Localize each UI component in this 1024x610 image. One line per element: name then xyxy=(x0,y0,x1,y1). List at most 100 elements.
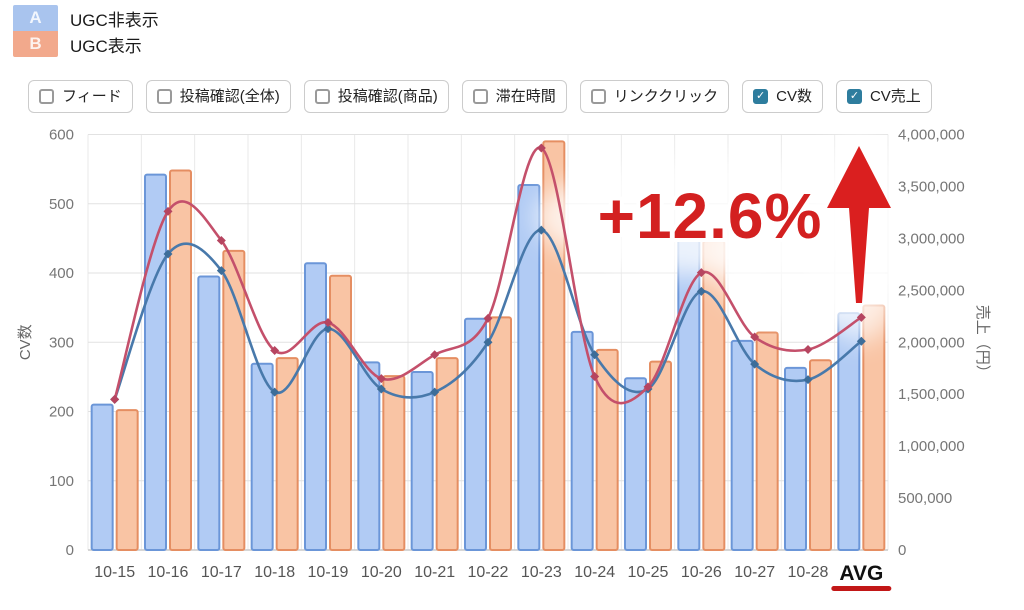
x-label-10-23: 10-23 xyxy=(521,564,562,581)
bar-ugc-hidden-10-21[interactable] xyxy=(410,371,434,551)
bar-ugc-hidden-10-27[interactable] xyxy=(730,339,754,551)
filter-label: CV数 xyxy=(776,88,812,105)
line-marker-10-18[interactable] xyxy=(270,387,280,397)
filter-feed-button[interactable]: フィード xyxy=(28,80,133,113)
legend-item-ugc-shown: B UGC表示 xyxy=(13,31,159,57)
right-axis-title: 売上（円） xyxy=(974,305,991,380)
series-b-swatch: B xyxy=(13,31,58,57)
checkbox-icon xyxy=(39,89,54,104)
bar-ugc-hidden-10-22[interactable] xyxy=(464,317,487,551)
x-label-10-26: 10-26 xyxy=(681,564,722,581)
checkbox-icon xyxy=(753,89,769,104)
filter-label: フィード xyxy=(62,88,122,105)
bar-ugc-shown-10-22[interactable] xyxy=(489,316,512,551)
line-marker-AVG[interactable] xyxy=(856,312,866,322)
filter-link-click-button[interactable]: リンククリック xyxy=(579,80,730,113)
filter-cv-count-button[interactable]: CV数 xyxy=(742,80,823,113)
filter-post-check-product-button[interactable]: 投稿確認(商品) xyxy=(303,80,449,113)
bar-ugc-hidden-10-16[interactable] xyxy=(144,173,167,551)
line-marker-10-19[interactable] xyxy=(323,324,333,334)
bar-ugc-shown-10-21[interactable] xyxy=(435,357,459,551)
filter-stay-time-button[interactable]: 滞在時間 xyxy=(461,80,567,113)
bar-ugc-shown-10-16[interactable] xyxy=(169,169,192,551)
bar-ugc-shown-10-20[interactable] xyxy=(382,375,406,551)
x-label-10-24: 10-24 xyxy=(574,564,615,581)
bar-ugc-shown-10-17[interactable] xyxy=(222,249,246,551)
bar-ugc-shown-10-15[interactable] xyxy=(115,409,139,551)
left-tick-label: 300 xyxy=(49,334,74,351)
bar-ugc-shown-10-18[interactable] xyxy=(275,357,299,551)
bar-ugc-hidden-10-23[interactable] xyxy=(517,184,541,552)
bar-ugc-hidden-10-20[interactable] xyxy=(357,361,381,551)
line-marker-10-23[interactable] xyxy=(536,225,546,235)
checkbox-icon xyxy=(156,89,172,104)
filter-cv-sales-button[interactable]: CV売上 xyxy=(835,80,932,113)
right-tick-label: 4,000,000 xyxy=(898,127,965,144)
left-tick-label: 0 xyxy=(66,542,74,559)
line-marker-10-24[interactable] xyxy=(590,372,600,382)
filter-label: CV売上 xyxy=(869,88,921,105)
line-marker-10-28[interactable] xyxy=(803,345,813,355)
bar-ugc-hidden-10-25[interactable] xyxy=(624,377,647,552)
line-marker-10-22[interactable] xyxy=(483,337,493,347)
right-tick-label: 500,000 xyxy=(898,490,952,507)
x-label-10-18: 10-18 xyxy=(254,564,295,581)
series-b-label: UGC表示 xyxy=(70,36,142,56)
bar-ugc-hidden-10-15[interactable] xyxy=(90,403,114,552)
line-marker-10-21[interactable] xyxy=(430,350,440,360)
bar-ugc-shown-10-19[interactable] xyxy=(329,274,352,552)
right-tick-label: 2,000,000 xyxy=(898,334,965,351)
filter-bar: フィード 投稿確認(全体) 投稿確認(商品) 滞在時間 リンククリック CV数 … xyxy=(28,80,932,113)
line-marker-10-28[interactable] xyxy=(803,375,813,385)
growth-annotation: +12.6% xyxy=(598,180,823,252)
line-marker-10-17[interactable] xyxy=(216,266,226,276)
line-marker-10-24[interactable] xyxy=(590,350,600,360)
line-marker-10-27[interactable] xyxy=(750,332,760,342)
bar-ugc-hidden-10-18[interactable] xyxy=(250,362,274,551)
line-marker-10-27[interactable] xyxy=(750,359,760,369)
line-marker-10-21[interactable] xyxy=(430,387,440,397)
line-marker-10-18[interactable] xyxy=(270,346,280,356)
line-marker-10-25[interactable] xyxy=(643,382,653,392)
line-marker-10-17[interactable] xyxy=(216,235,226,245)
right-tick-label: 1,500,000 xyxy=(898,386,965,403)
line-marker-10-20[interactable] xyxy=(376,384,386,394)
line-marker-10-20[interactable] xyxy=(376,374,386,384)
bar-ugc-hidden-10-17[interactable] xyxy=(197,275,221,551)
x-label-10-28: 10-28 xyxy=(788,564,829,581)
right-tick-label: 1,000,000 xyxy=(898,438,965,455)
bar-ugc-shown-10-27[interactable] xyxy=(755,331,779,551)
line-marker-10-23[interactable] xyxy=(536,143,546,153)
line-marker-10-26[interactable] xyxy=(696,286,706,296)
right-tick-label: 0 xyxy=(898,542,906,559)
series-a-swatch: A xyxy=(13,5,58,31)
bar-ugc-shown-AVG[interactable] xyxy=(862,304,886,551)
filter-post-check-all-button[interactable]: 投稿確認(全体) xyxy=(145,80,291,113)
x-label-10-21: 10-21 xyxy=(414,564,455,581)
left-tick-label: 200 xyxy=(49,404,74,421)
bar-ugc-hidden-10-19[interactable] xyxy=(304,262,327,551)
cv-combo-chart: +12.6% 0 100 200 300 400 500 600 0 500,000 1,000,0… xyxy=(17,127,991,591)
line-marker-10-22[interactable] xyxy=(483,313,493,323)
bar-ugc-hidden-10-28[interactable] xyxy=(784,366,807,551)
right-tick-label: 3,500,000 xyxy=(898,178,965,195)
bar-ugc-hidden-10-26[interactable] xyxy=(677,235,701,552)
line-marker-10-19[interactable] xyxy=(323,318,333,328)
line-marker-AVG[interactable] xyxy=(856,336,866,346)
x-label-10-17: 10-17 xyxy=(201,564,242,581)
right-tick-label: 3,000,000 xyxy=(898,230,965,247)
line-marker-10-16[interactable] xyxy=(163,206,173,216)
left-tick-label: 500 xyxy=(49,196,74,213)
line-marker-10-15[interactable] xyxy=(110,394,120,404)
line-marker-10-26[interactable] xyxy=(696,268,706,278)
line-ugc-shown-sales xyxy=(110,143,866,405)
line-marker-10-16[interactable] xyxy=(163,249,173,259)
bar-ugc-shown-10-28[interactable] xyxy=(809,359,832,551)
bar-ugc-shown-10-25[interactable] xyxy=(649,360,672,551)
x-label-10-16: 10-16 xyxy=(148,564,189,581)
checkbox-icon xyxy=(314,89,330,104)
bar-ugc-hidden-AVG[interactable] xyxy=(837,312,861,551)
line-path xyxy=(113,146,863,405)
filter-label: 投稿確認(全体) xyxy=(179,88,280,105)
